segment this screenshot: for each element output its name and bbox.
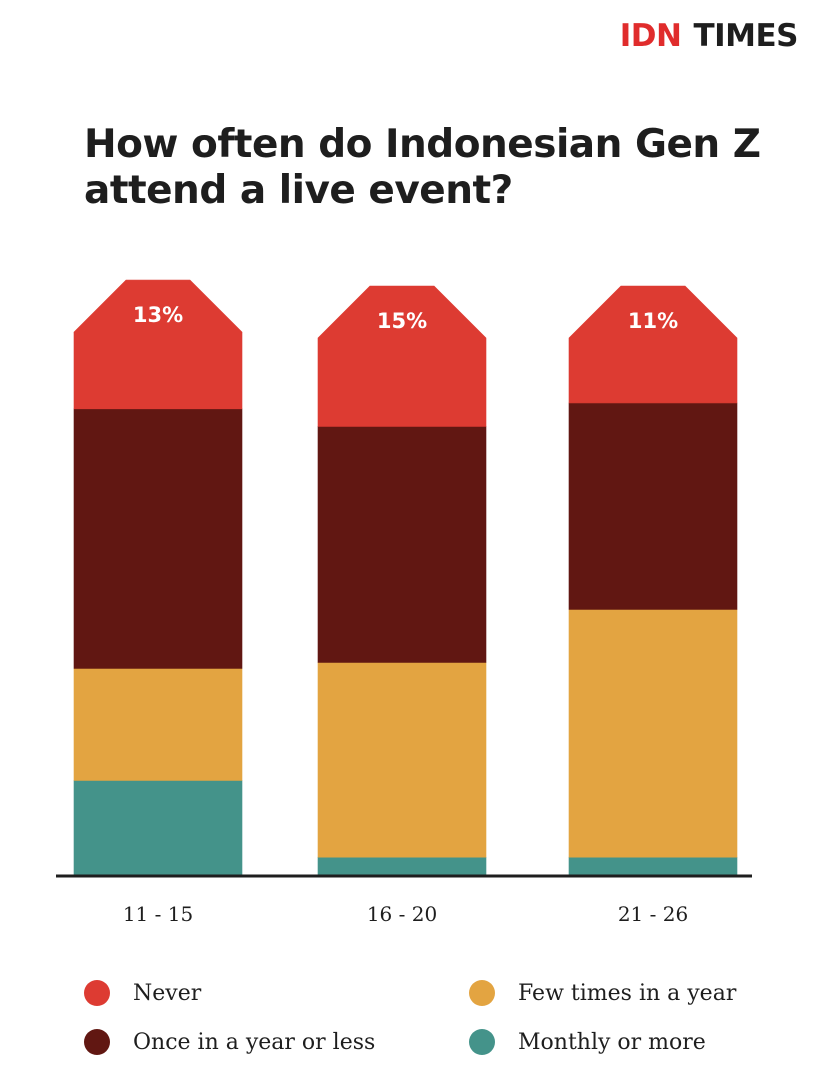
segment-never-21-26: [568, 285, 738, 404]
chart-title: How often do Indonesian Gen Z attend a l…: [84, 122, 761, 213]
value-label-never-16-20: 15%: [377, 309, 427, 333]
category-label-16-20: 16 - 20: [367, 902, 437, 926]
segment-never-16-20: [317, 285, 487, 427]
logo-idn-text: IDN: [619, 18, 682, 54]
value-label-never-21-26: 11%: [628, 309, 678, 333]
category-label-21-26: 21 - 26: [618, 902, 688, 926]
segment-never-11-15: [73, 279, 243, 410]
category-label-11-15: 11 - 15: [123, 902, 193, 926]
idn-times-logo: IDN TIMES: [619, 16, 799, 56]
value-label-never-11-15: 13%: [133, 303, 183, 327]
logo-times-text: TIMES: [693, 18, 798, 54]
